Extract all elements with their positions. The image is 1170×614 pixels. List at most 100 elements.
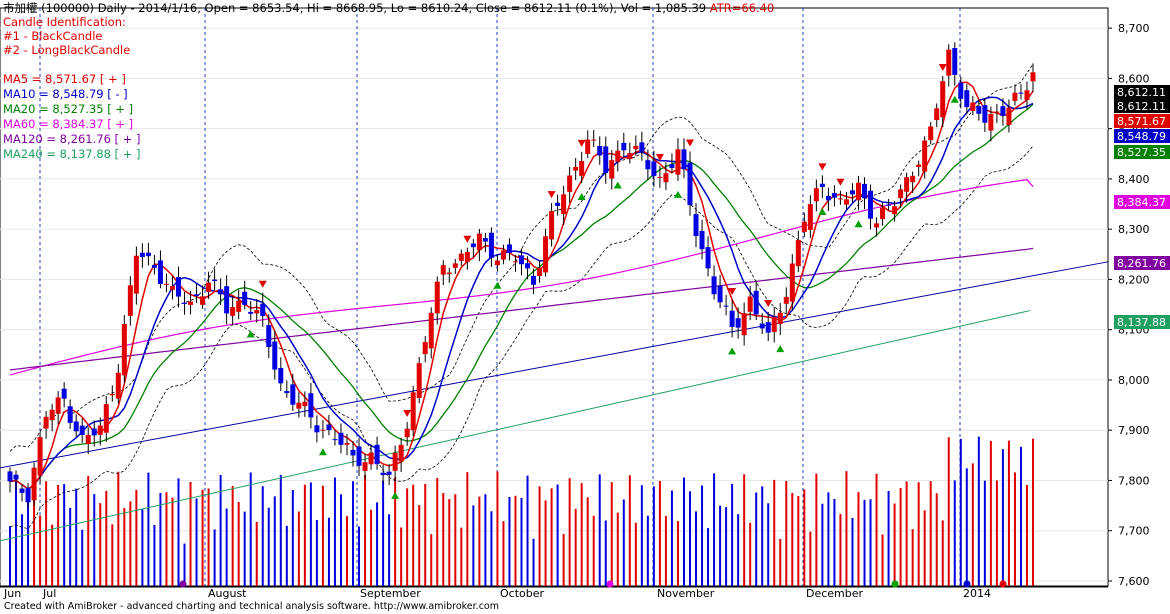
candle-body <box>410 392 416 431</box>
candle-body <box>747 296 753 312</box>
buy-marker <box>391 491 400 499</box>
candle-body <box>182 302 188 304</box>
axis-tick-label: 7,600 <box>1118 575 1150 588</box>
candle-body <box>934 108 940 121</box>
x-axis-dot <box>999 580 1007 588</box>
candle-body <box>230 307 236 316</box>
candle-body <box>302 401 308 407</box>
value-label-bg <box>1114 195 1170 209</box>
candle-body <box>350 449 356 456</box>
candle-body <box>13 474 19 480</box>
sell-marker <box>818 163 827 171</box>
candle-body <box>813 188 819 202</box>
axis-tick-label: 8,600 <box>1118 72 1150 85</box>
candle-body <box>320 429 326 431</box>
buy-marker <box>246 330 255 338</box>
candle-body <box>663 173 669 183</box>
candle-body <box>765 322 771 333</box>
candle-body <box>452 263 458 268</box>
candle-body <box>555 202 561 206</box>
candle-body <box>591 139 597 141</box>
candle-body <box>681 149 687 170</box>
trend-line <box>0 261 1109 469</box>
chart-header: 市加權 (100000) Daily - 2014/1/16, Open = 8… <box>3 1 774 15</box>
candle-body <box>284 391 290 394</box>
candle-body <box>573 166 579 171</box>
candle-body <box>693 214 699 237</box>
candle-body <box>862 183 868 199</box>
candle-body <box>512 261 518 263</box>
candle-body <box>248 311 254 314</box>
volume-bars <box>9 436 1034 586</box>
candle-body <box>314 425 320 433</box>
candle-body <box>145 252 151 257</box>
candle-body <box>880 207 886 220</box>
value-label-bg <box>1114 256 1170 270</box>
sell-marker <box>547 191 556 199</box>
candle-body <box>494 260 500 266</box>
candle-body <box>1030 72 1036 82</box>
x-axis-label: 2014 <box>963 587 991 600</box>
candle-body <box>49 409 55 421</box>
x-axis-label: Jun <box>3 587 21 600</box>
sell-marker <box>836 178 845 186</box>
signal-markers <box>246 63 959 499</box>
trend-line <box>0 310 1031 542</box>
candle-body <box>356 446 362 466</box>
candle-body <box>458 253 464 261</box>
candle-id-1: #1 - BlackCandle <box>3 29 103 43</box>
buy-marker <box>673 190 682 198</box>
sell-marker <box>938 63 947 71</box>
value-label-text: 8,261.76 <box>1117 257 1166 270</box>
candle-body <box>392 452 398 471</box>
symbol-label: 市加權 (100000) <box>3 1 95 15</box>
candle-body <box>621 142 627 151</box>
candle-body <box>266 325 272 348</box>
buy-marker <box>950 95 959 103</box>
candle-body <box>380 472 386 476</box>
candle-body <box>711 276 717 295</box>
candle-body <box>326 424 332 431</box>
candle-id-2: #2 - LongBlackCandle <box>3 43 131 57</box>
candle-body <box>825 195 831 201</box>
x-axis-label: November <box>657 587 715 600</box>
candle-body <box>398 444 404 462</box>
axis-tick-label: 7,700 <box>1118 525 1150 538</box>
value-label-bg <box>1114 129 1170 143</box>
x-axis-label: Jul <box>42 587 56 600</box>
candle-body <box>434 281 440 314</box>
candle-body <box>783 296 789 304</box>
value-label-text: 8,527.35 <box>1117 146 1166 159</box>
candle-body <box>440 265 446 275</box>
candle-body <box>115 372 121 399</box>
candle-body <box>67 406 73 423</box>
candle-body <box>428 312 434 349</box>
buy-marker <box>818 208 827 216</box>
candle-body <box>904 177 910 192</box>
value-label-text: 8,137.88 <box>1117 316 1166 329</box>
value-labels: 8,612.118,612.11 8,571.67 8,548.79 8,527.35… <box>1114 85 1170 329</box>
candle-body <box>188 301 194 305</box>
x-axis-label: October <box>500 587 544 600</box>
candle-body <box>332 439 338 441</box>
candle-body <box>308 393 314 418</box>
candle-body <box>242 291 248 305</box>
candle-body <box>597 145 603 156</box>
sell-marker <box>685 139 694 147</box>
candle-body <box>892 206 898 215</box>
candle-body <box>705 247 711 269</box>
plot-frame <box>0 7 1109 587</box>
candle-body <box>422 341 428 355</box>
candle-body <box>922 140 928 172</box>
candle-body <box>1000 106 1006 116</box>
candle-body <box>958 82 964 99</box>
candle-body <box>579 160 585 176</box>
buy-marker <box>318 448 327 456</box>
value-label-text: 8,548.79 <box>1117 130 1166 143</box>
candle-body <box>1012 92 1018 101</box>
candle-body <box>133 255 139 294</box>
candle-body <box>525 263 531 269</box>
candle-body <box>79 425 85 435</box>
candle-body <box>729 310 735 327</box>
